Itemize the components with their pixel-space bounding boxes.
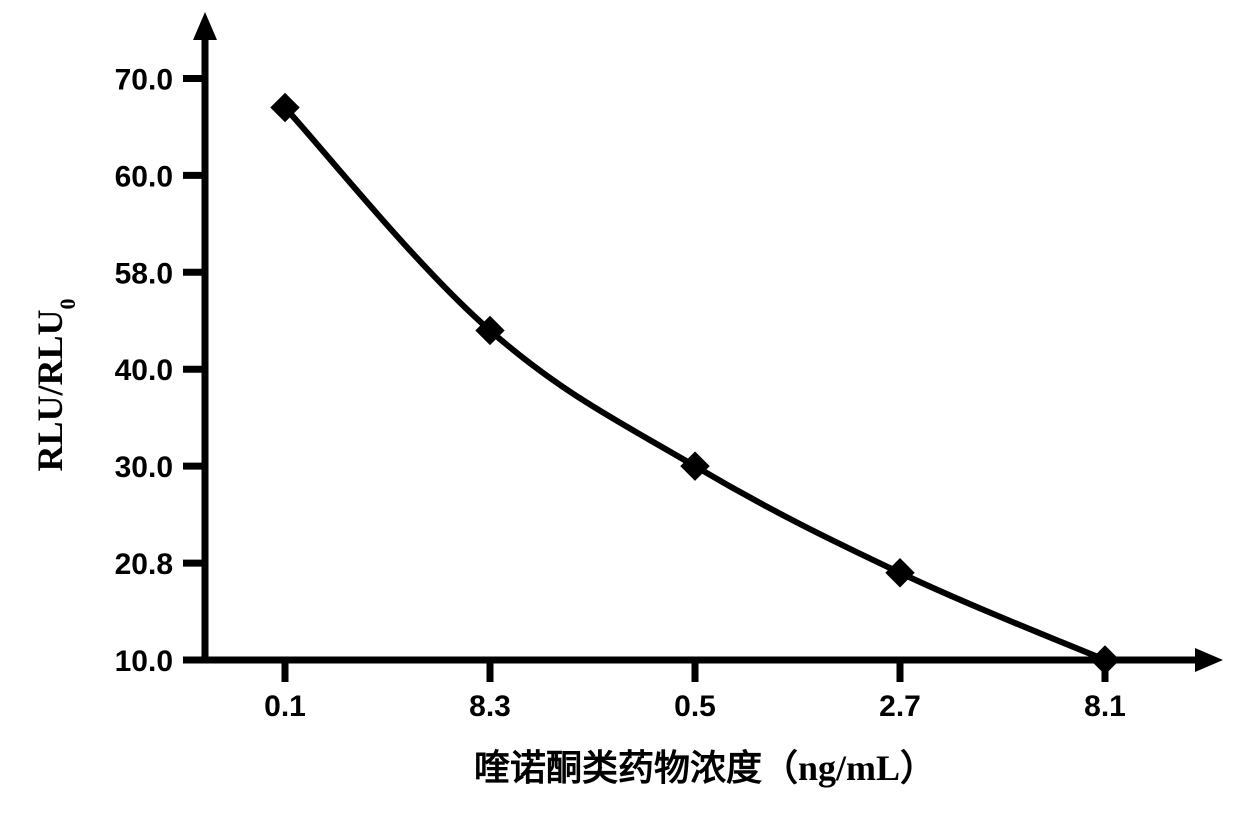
y-tick-label: 70.0 [115, 63, 173, 96]
y-tick-label: 20.8 [115, 548, 173, 581]
y-tick-label: 58.0 [115, 257, 173, 290]
x-tick-label: 2.7 [879, 690, 921, 723]
x-axis-title: 喹诺酮类药物浓度（ng/mL） [474, 748, 936, 788]
data-marker [681, 452, 709, 480]
data-marker [886, 559, 914, 587]
y-tick-label: 60.0 [115, 160, 173, 193]
y-tick-label: 10.0 [115, 645, 173, 678]
y-axis-arrow [193, 12, 217, 40]
y-tick-label: 40.0 [115, 354, 173, 387]
data-marker [1091, 646, 1119, 674]
x-tick-label: 0.5 [674, 690, 716, 723]
y-axis-title: RLU/RLU0 [30, 298, 80, 471]
chart-container: 10.0 20.8 30.0 40.0 58.0 60.0 70.0 0.1 8.3 0.5 2.7… [0, 0, 1255, 835]
x-tick-label: 8.3 [469, 690, 511, 723]
chart-svg: 10.0 20.8 30.0 40.0 58.0 60.0 70.0 0.1 8.3 0.5 2.7… [0, 0, 1255, 835]
data-line [285, 108, 1105, 660]
x-tick-label: 0.1 [264, 690, 306, 723]
x-axis-arrow [1195, 648, 1223, 672]
y-axis-title-group: RLU/RLU0 [30, 298, 80, 471]
y-tick-label: 30.0 [115, 451, 173, 484]
x-tick-label: 8.1 [1084, 690, 1126, 723]
